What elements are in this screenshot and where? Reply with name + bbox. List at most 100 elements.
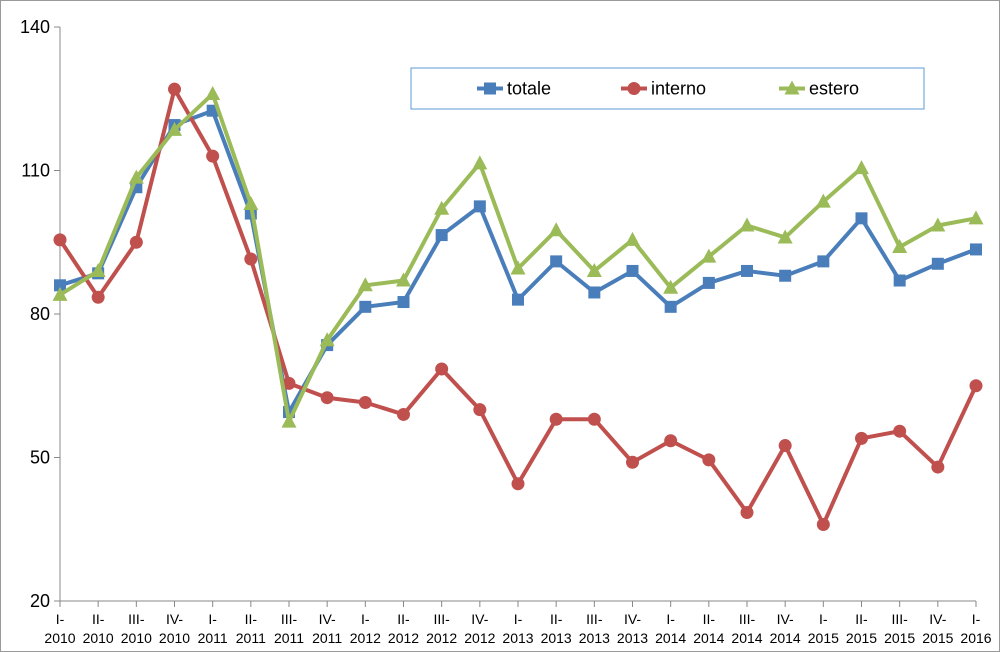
x-tick-label: I- <box>208 611 217 627</box>
data-point-interno <box>282 376 296 390</box>
x-tick-label: IV- <box>624 611 641 627</box>
x-tick-label: III- <box>586 611 603 627</box>
legend-marker-interno <box>627 82 641 95</box>
x-tick-label: IV- <box>319 611 336 627</box>
data-point-totale <box>702 276 715 289</box>
data-point-estero <box>625 231 640 246</box>
data-point-interno <box>206 149 220 163</box>
data-point-estero <box>968 210 984 225</box>
data-point-estero <box>52 286 68 301</box>
data-point-interno <box>53 233 67 247</box>
x-tick-label-year: 2012 <box>464 630 495 646</box>
data-point-interno <box>511 477 525 491</box>
x-tick-label: III- <box>433 611 450 627</box>
x-tick-label: I- <box>972 611 981 627</box>
data-point-interno <box>129 235 143 249</box>
data-point-estero <box>357 277 373 292</box>
data-point-totale <box>741 264 753 277</box>
x-tick-label-year: 2015 <box>846 630 877 646</box>
x-tick-label: II- <box>855 611 868 627</box>
x-tick-label-year: 2013 <box>579 630 610 646</box>
data-point-totale <box>359 300 372 313</box>
x-tick-label: II- <box>703 611 716 627</box>
x-tick-label-year: 2011 <box>198 630 228 646</box>
data-point-estero <box>739 217 755 232</box>
data-point-estero <box>586 262 602 277</box>
data-point-estero <box>930 217 946 232</box>
data-point-interno <box>549 412 563 426</box>
axes: 20 50 80 110 140 I- 2010 II- 2010 III- 2010 IV- 2010… <box>20 17 992 646</box>
data-point-estero <box>815 193 831 208</box>
x-tick-label-year: 2011 <box>274 630 304 646</box>
data-point-interno <box>587 412 601 426</box>
data-point-interno <box>358 395 372 409</box>
data-point-interno <box>664 434 678 448</box>
x-tick-label: IV- <box>471 611 488 627</box>
data-point-estero <box>777 229 793 244</box>
data-point-estero <box>510 260 526 275</box>
legend: totale interno estero <box>410 67 925 110</box>
x-tick-label-year: 2013 <box>617 630 648 646</box>
x-tick-label-year: 2010 <box>121 630 152 646</box>
legend-label-estero: estero <box>809 79 859 99</box>
legend-label-interno: interno <box>651 79 706 99</box>
data-point-estero <box>167 121 182 136</box>
data-point-totale <box>855 212 868 225</box>
data-point-estero <box>854 160 869 175</box>
data-point-estero <box>548 222 564 237</box>
x-tick-label-year: 2012 <box>426 630 457 646</box>
data-point-interno <box>626 455 639 469</box>
data-point-estero <box>319 332 335 347</box>
x-tick-label: III- <box>739 611 756 627</box>
x-tick-label: IV- <box>777 611 794 627</box>
x-tick-label-year: 2013 <box>541 630 572 646</box>
x-tick-label: IV- <box>929 611 946 627</box>
data-point-interno <box>702 453 716 467</box>
data-point-interno <box>473 403 487 417</box>
series-estero <box>52 85 984 428</box>
legend-marker-estero <box>784 80 800 95</box>
x-tick-label: III- <box>891 611 908 627</box>
x-tick-label-year: 2016 <box>960 630 991 646</box>
x-tick-label-year: 2015 <box>808 630 839 646</box>
x-tick-label-year: 2011 <box>236 630 266 646</box>
data-point-totale <box>779 269 792 282</box>
x-tick-label-year: 2014 <box>770 630 801 646</box>
x-tick-label-year: 2010 <box>83 630 114 646</box>
x-tick-label-year: 2011 <box>312 630 342 646</box>
x-tick-label: I- <box>819 611 828 627</box>
data-point-interno <box>91 290 105 304</box>
series-totale <box>54 104 982 419</box>
data-point-interno <box>969 379 983 393</box>
data-point-interno <box>931 460 945 474</box>
data-point-interno <box>397 407 410 421</box>
x-tick-label: I- <box>361 611 370 627</box>
series-line-interno <box>58 87 978 527</box>
data-point-estero <box>396 272 411 287</box>
series-layer <box>52 82 984 531</box>
x-tick-label: II- <box>245 611 258 627</box>
data-point-estero <box>90 262 106 277</box>
data-point-interno <box>168 82 181 96</box>
data-point-totale <box>54 279 66 292</box>
data-point-totale <box>893 274 906 287</box>
data-point-totale <box>588 286 601 299</box>
x-tick-label-year: 2014 <box>731 630 762 646</box>
data-point-interno <box>740 506 754 520</box>
data-point-interno <box>778 439 792 453</box>
x-tick-label-year: 2010 <box>159 630 190 646</box>
x-tick-label-year: 2014 <box>655 630 686 646</box>
x-tick-label-year: 2014 <box>693 630 724 646</box>
x-tick-label-year: 2015 <box>922 630 953 646</box>
y-tick-label: 140 <box>20 17 50 37</box>
data-point-totale <box>550 255 563 268</box>
x-tick-label: III- <box>281 611 298 627</box>
x-tick-label: I- <box>514 611 523 627</box>
series-interno <box>53 82 983 531</box>
data-point-estero <box>243 195 259 210</box>
data-point-interno <box>320 391 334 405</box>
data-point-estero <box>434 200 450 215</box>
data-point-totale <box>435 229 448 242</box>
